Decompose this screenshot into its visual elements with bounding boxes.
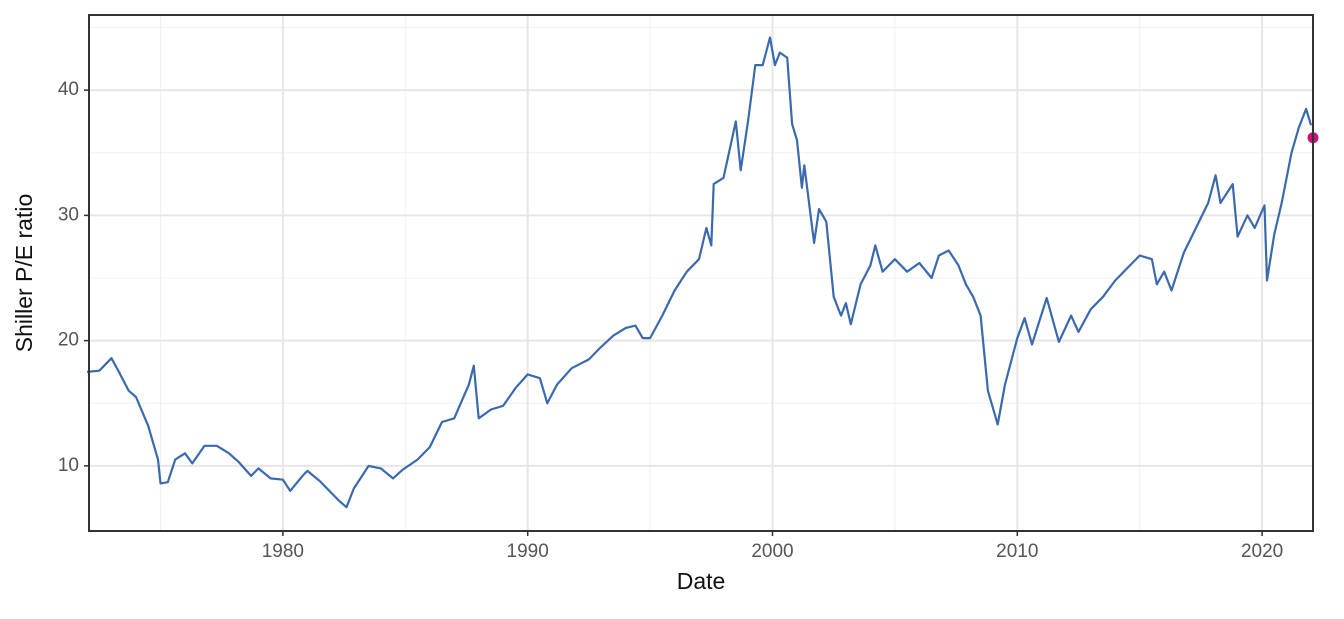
- y-tick-label: 10: [58, 455, 79, 476]
- y-axis-label: Shiller P/E ratio: [11, 194, 37, 353]
- line-series: [86, 36, 1313, 509]
- y-tick-label: 30: [58, 204, 79, 225]
- x-tick-label: 1980: [262, 541, 304, 562]
- x-tick-label: 2000: [751, 541, 793, 562]
- x-tick-label: 2010: [996, 541, 1038, 562]
- x-tick-label: 1990: [507, 541, 549, 562]
- plot-frame: [88, 14, 1314, 532]
- y-tick-label: 40: [58, 79, 79, 100]
- y-tick-label: 20: [58, 330, 79, 351]
- x-tick-label: 2020: [1241, 541, 1283, 562]
- x-axis-label: Date: [677, 568, 726, 594]
